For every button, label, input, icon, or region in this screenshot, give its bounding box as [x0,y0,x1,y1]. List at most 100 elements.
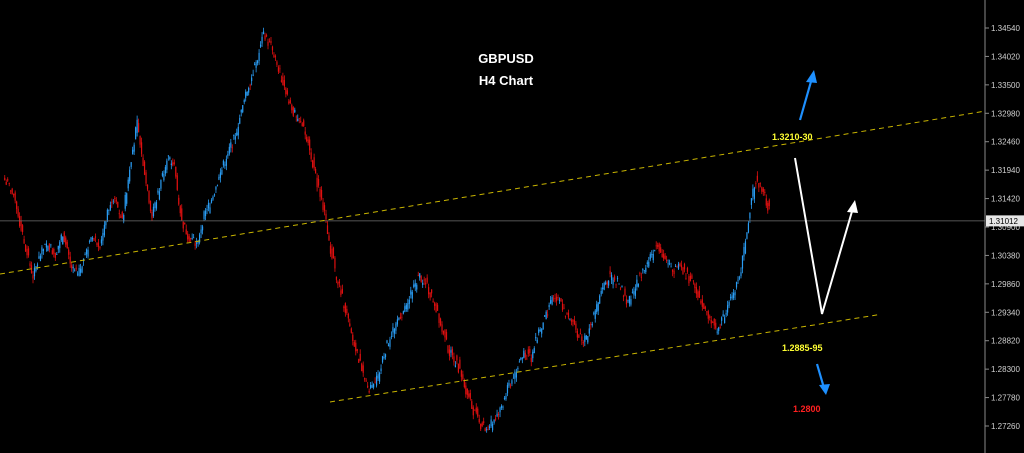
candle-body [387,344,390,347]
candle-body [149,200,152,212]
candle-body [319,188,321,197]
candle-body [683,263,686,270]
candle-body [468,393,470,397]
candle-body [69,256,71,264]
candle-body [164,167,166,174]
candle-body [414,283,416,287]
price-axis-label: 1.27260 [991,422,1020,431]
candle-body [521,357,523,359]
candle-body [44,243,46,245]
candle-body [115,199,117,202]
candle-body [364,378,366,380]
candle-body [248,88,250,93]
candle-body [596,304,598,313]
candle-body [456,355,458,361]
candle-body [256,60,259,63]
candle-body [249,84,251,86]
arrow-down-icon [815,363,830,395]
candle-body [181,208,183,221]
candle-body [413,284,415,288]
candle-body [524,352,526,358]
candle-body [267,41,269,46]
candle-body [222,160,224,166]
candle-body [322,202,324,210]
candle-body [701,299,703,307]
candle-body [422,282,424,285]
candle-body [21,225,24,232]
candle-body [432,301,434,303]
candle-body [727,305,729,313]
candle-body [77,273,79,275]
candle-body [392,327,394,333]
candle-body [139,135,141,145]
candle-body [713,318,715,326]
candle-body [160,179,162,189]
candle-body [127,179,129,189]
candle-body [695,287,697,294]
candle-body [689,275,692,281]
price-axis-label: 1.28820 [991,337,1020,346]
candle-body [535,336,537,339]
candle-body [117,201,119,208]
candle-body [350,328,352,333]
candle-body [682,267,684,275]
lower-level-label: 1.2885-95 [782,343,823,353]
candle-body [209,207,211,214]
candle-body [509,385,512,387]
candle-body [129,169,131,182]
candle-body [435,303,437,313]
candle-body [753,187,755,199]
candle-body [138,123,140,133]
candle-body [408,299,410,304]
candle-body [622,295,625,297]
candle-body [288,101,290,104]
candle-body [489,426,491,429]
candle-body [654,250,656,252]
candle-body [381,356,384,363]
candle-body [123,215,125,222]
candle-body [365,380,367,382]
candle-body [560,298,562,302]
candle-body [114,197,116,200]
candle-body [503,397,506,400]
candle-body [436,304,439,311]
price-axis-label: 1.32980 [991,109,1020,118]
candle-body [185,229,187,235]
candle-body [605,282,607,285]
candle-body [688,276,690,284]
candle-body [499,407,501,413]
candle-body [93,237,95,241]
candle-body [258,52,260,62]
candle-body [323,205,326,211]
candle-body [480,423,482,430]
candle-body [570,319,573,322]
candle-body [493,419,495,423]
candle-body [66,241,68,249]
candle-body [674,266,677,268]
candle-body [383,356,385,359]
candle-body [697,291,699,298]
candle-body [100,239,103,244]
candle-body [245,91,247,98]
upper-level-label: 1.3210-30 [772,132,813,142]
candle-body [261,36,263,44]
candle-body [624,288,626,296]
candle-body [283,80,285,87]
price-axis-label: 1.30380 [991,251,1020,260]
candle-body [384,354,387,358]
candle-body [315,168,317,174]
candle-body [300,121,302,122]
candle-body [716,331,718,333]
candle-body [224,164,226,166]
candle-body [609,270,611,275]
candle-body [362,365,364,373]
candle-body [587,336,589,343]
candle-body [463,380,465,388]
candle-body [447,345,449,353]
candle-body [332,247,335,258]
candle-body [135,127,137,140]
candle-body [96,243,98,246]
candle-body [426,277,428,283]
candle-body [666,259,668,262]
candle-body [242,105,244,113]
